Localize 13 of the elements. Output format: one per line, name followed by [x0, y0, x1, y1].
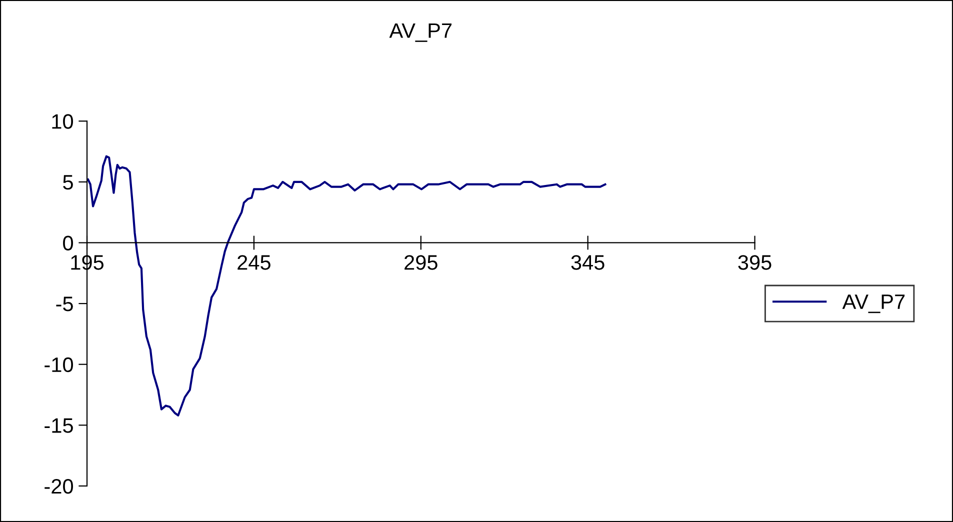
- y-tick-label: -15: [44, 418, 73, 433]
- y-tick-label: 0: [63, 236, 73, 250]
- legend-label: AV_P7: [842, 294, 905, 314]
- x-tick-label: 295: [404, 255, 438, 270]
- y-tick-label: -5: [56, 296, 73, 312]
- y-tick-label: -20: [44, 478, 74, 494]
- x-tick-label: 395: [738, 255, 772, 270]
- y-tick-label: 10: [52, 114, 73, 129]
- y-tick-label: 5: [63, 175, 73, 190]
- y-tick-label: -10: [44, 357, 74, 372]
- x-tick-label: 245: [238, 255, 270, 270]
- chart-title: AV_P7: [389, 23, 452, 42]
- x-tick-label: 345: [571, 255, 604, 270]
